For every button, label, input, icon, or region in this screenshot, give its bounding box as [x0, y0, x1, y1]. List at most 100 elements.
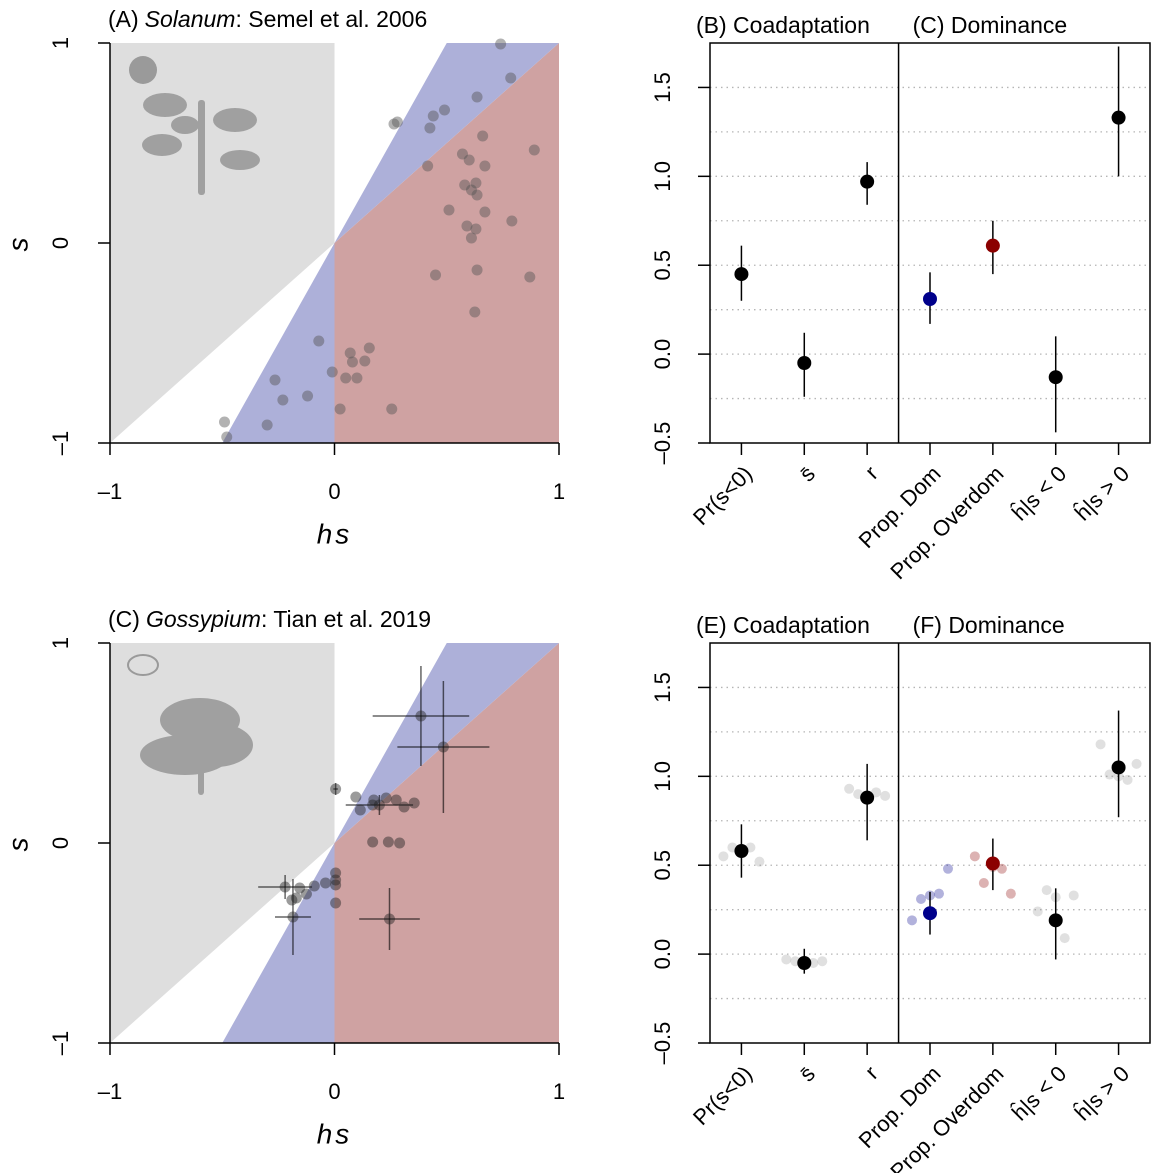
point [439, 104, 451, 116]
point [290, 892, 302, 904]
section-title: (C) Dominance [913, 12, 1068, 38]
title-source: : Semel et al. 2006 [235, 6, 427, 32]
replicate-point [916, 894, 926, 904]
point [367, 836, 379, 848]
point [470, 223, 482, 235]
replicate-point [1131, 758, 1142, 769]
y-tick-label: –1 [48, 1031, 73, 1055]
point [479, 206, 491, 218]
point [294, 882, 306, 894]
y-tick-label: –0.5 [650, 422, 675, 465]
point [351, 372, 363, 384]
point [471, 91, 483, 103]
point [269, 374, 281, 386]
point [218, 416, 230, 428]
tomato-plant-icon [142, 93, 260, 195]
point [471, 264, 483, 276]
point [470, 177, 482, 189]
region-dominance [334, 643, 559, 843]
y-tick-label: 1.0 [650, 161, 675, 192]
region-dominance [334, 43, 559, 243]
point [384, 913, 396, 925]
x-tick-label: r [860, 461, 883, 484]
point [430, 269, 442, 281]
point [461, 220, 473, 232]
estimate-point [860, 790, 875, 805]
section-title: (E) Coadaptation [696, 612, 870, 638]
point [528, 144, 540, 156]
point [424, 122, 436, 134]
estimate-point [985, 856, 1000, 871]
x-tick-label: 1 [553, 479, 565, 504]
point [330, 879, 342, 891]
estimate-point [985, 238, 1000, 253]
replicate-point [754, 856, 765, 867]
point [363, 342, 375, 354]
section-title: (B) Coadaptation [696, 12, 870, 38]
point [437, 741, 449, 753]
y-tick-label: 0.5 [650, 250, 675, 281]
x-tick-label: 1 [553, 1079, 565, 1104]
point [330, 867, 342, 879]
point [477, 130, 489, 142]
point [506, 215, 518, 227]
point [469, 306, 481, 318]
region-dominance [222, 843, 335, 1043]
y-tick-label: 0.5 [650, 850, 675, 881]
point [221, 431, 233, 443]
point [408, 797, 420, 809]
estimate-point [797, 356, 812, 370]
replicate-point [781, 954, 792, 965]
x-axis-label: hs [317, 1118, 353, 1149]
x-tick-label: s̄ [794, 1061, 819, 1086]
point [368, 794, 380, 806]
x-tick-label: ĥ|s > 0 [1070, 461, 1135, 526]
replicate-point [934, 888, 944, 899]
y-tick-label: 1.5 [650, 672, 675, 703]
replicate-point [943, 863, 953, 874]
point [334, 403, 346, 415]
estimate-point [1048, 370, 1063, 385]
replicate-point [996, 863, 1007, 874]
title-source: : Tian et al. 2019 [261, 606, 431, 632]
y-tick-label: 0.0 [650, 339, 675, 370]
point [286, 894, 298, 906]
point [415, 710, 427, 722]
point [344, 347, 356, 359]
x-tick-label: 0 [328, 479, 340, 504]
region-overdominance [334, 643, 559, 1043]
replicate-point [718, 851, 729, 862]
point [354, 804, 366, 816]
point [465, 232, 477, 244]
estimate-point [923, 292, 937, 306]
point [463, 154, 475, 166]
point [398, 801, 410, 813]
point [326, 366, 338, 378]
y-tick-label: –1 [48, 431, 73, 455]
replicate-point [969, 851, 980, 862]
plot-frame [709, 642, 1151, 1044]
panel-title: (A) Solanum: Semel et al. 2006 [108, 6, 427, 32]
replicate-point [907, 915, 917, 926]
replicate-point [1104, 769, 1115, 780]
replicate-point [844, 783, 855, 794]
y-tick-label: 1 [48, 37, 73, 49]
y-axis-label: s [2, 835, 33, 852]
estimate-point [1048, 913, 1063, 928]
point [373, 799, 385, 811]
point [479, 160, 491, 172]
replicate-point [871, 787, 882, 798]
point [386, 403, 398, 415]
title-genus: Gossypium [146, 606, 261, 632]
point [340, 372, 352, 384]
x-tick-label: ĥ|s < 0 [1007, 461, 1072, 526]
point [261, 419, 273, 431]
point [443, 204, 455, 216]
point [427, 110, 439, 122]
x-tick-label: –1 [98, 479, 122, 504]
y-tick-label: 0 [48, 237, 73, 249]
y-tick-label: –0.5 [650, 1022, 675, 1065]
replicate-point [880, 790, 891, 801]
replicate-point [1041, 885, 1052, 896]
region-overdominance [334, 43, 559, 443]
